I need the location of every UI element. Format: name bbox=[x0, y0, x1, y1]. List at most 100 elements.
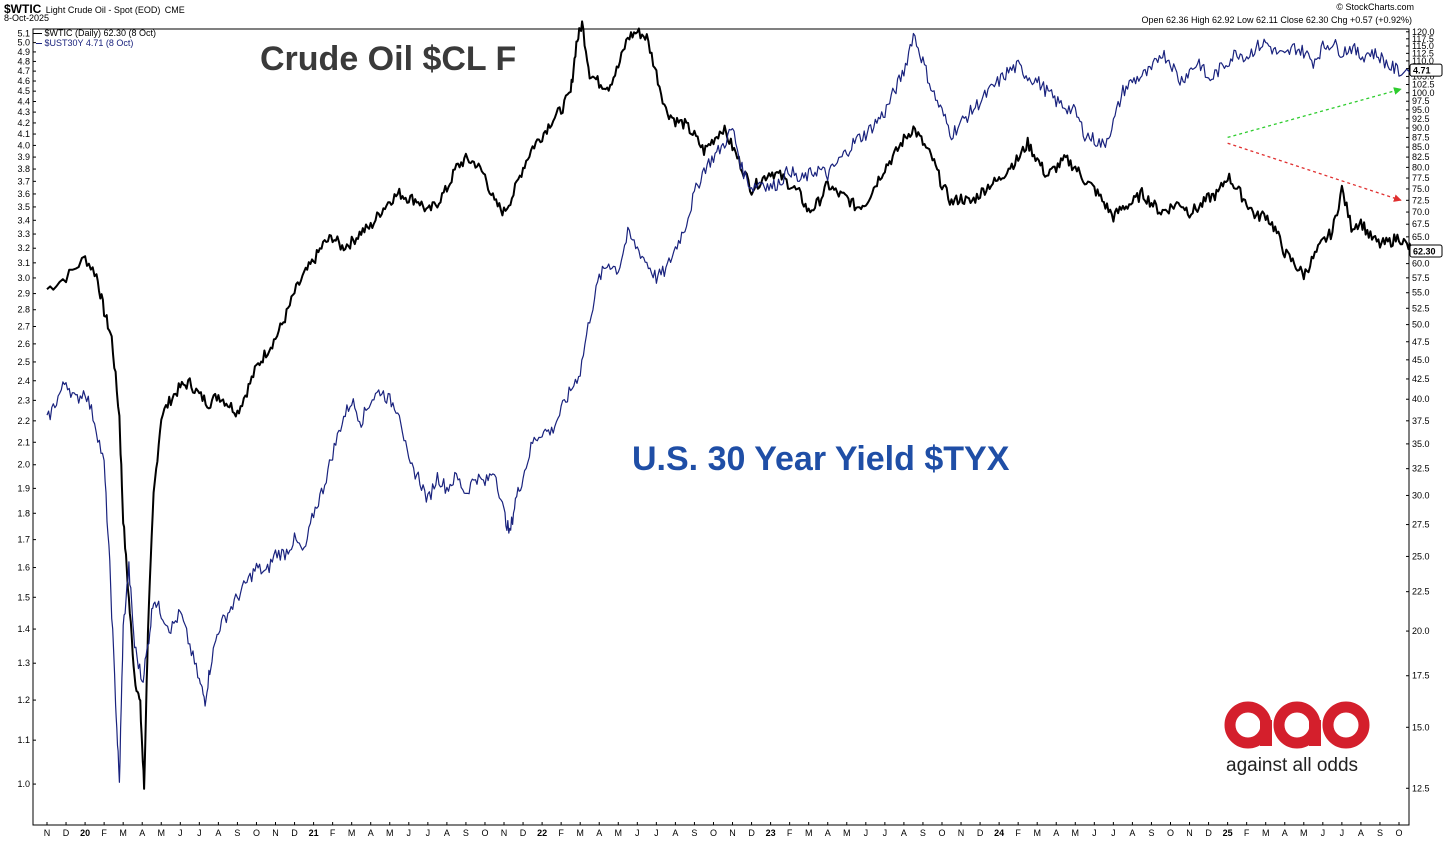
right-tick-label: 35.0 bbox=[1412, 439, 1430, 449]
x-tick-label: J bbox=[1111, 828, 1116, 838]
legend-wtic-swatch bbox=[36, 33, 42, 35]
x-tick-label: A bbox=[825, 828, 831, 838]
x-tick-label: 23 bbox=[766, 828, 776, 838]
annotation-crude: Crude Oil $CL F bbox=[260, 40, 517, 78]
trend-arrows bbox=[1227, 87, 1402, 202]
left-tick-label: 3.4 bbox=[17, 215, 30, 225]
x-tick-label: D bbox=[977, 828, 984, 838]
right-axis: 12.5 15.0 17.5 20.0 22.5 25.0 27.5 30.0 32.5 35.0… bbox=[1406, 27, 1435, 793]
right-tick-label: 115.0 bbox=[1412, 41, 1434, 51]
right-tick-label: 37.5 bbox=[1412, 416, 1430, 426]
x-tick-label: J bbox=[1340, 828, 1345, 838]
series-line-ust30y bbox=[46, 32, 1415, 783]
left-tick-label: 2.1 bbox=[17, 437, 30, 447]
x-tick-label: O bbox=[1167, 828, 1174, 838]
x-tick-label: F bbox=[101, 828, 107, 838]
plot-frame bbox=[32, 28, 1410, 826]
x-tick-label: M bbox=[119, 828, 127, 838]
x-tick-label: A bbox=[596, 828, 602, 838]
right-tick-label: 30.0 bbox=[1412, 490, 1430, 500]
chart-header: $WTIC Light Crude Oil - Spot (EOD) CME bbox=[4, 0, 185, 18]
right-tick-label: 110.0 bbox=[1412, 56, 1434, 66]
last-value-wtic: 62.30 bbox=[1413, 247, 1436, 257]
x-tick-label: A bbox=[215, 828, 221, 838]
symbol: $WTIC bbox=[4, 2, 42, 16]
x-tick-label: S bbox=[1148, 828, 1154, 838]
right-tick-label: 45.0 bbox=[1412, 355, 1430, 365]
last-value-labels: 62.30 4.71 bbox=[1409, 63, 1443, 258]
right-tick-label: 22.5 bbox=[1412, 587, 1430, 597]
x-tick-label: 20 bbox=[80, 828, 90, 838]
symbol-description: Light Crude Oil - Spot (EOD) bbox=[45, 5, 161, 15]
x-tick-label: A bbox=[901, 828, 907, 838]
right-tick-label: 117.5 bbox=[1412, 34, 1434, 44]
left-tick-label: 2.3 bbox=[17, 395, 30, 405]
left-tick-label: 2.4 bbox=[17, 376, 30, 386]
legend-ust: $UST30Y 4.71 (8 Oct) bbox=[36, 38, 133, 48]
right-tick-label: 92.5 bbox=[1412, 114, 1430, 124]
legend-ust-label: $UST30Y 4.71 (8 Oct) bbox=[44, 38, 134, 48]
legend-ust-swatch bbox=[36, 43, 42, 45]
left-tick-label: 1.3 bbox=[17, 658, 30, 668]
left-tick-label: 1.2 bbox=[17, 695, 30, 705]
right-tick-label: 40.0 bbox=[1412, 394, 1430, 404]
right-tick-label: 57.5 bbox=[1412, 273, 1430, 283]
right-tick-label: 90.0 bbox=[1412, 123, 1430, 133]
x-tick-label: N bbox=[958, 828, 965, 838]
right-tick-label: 20.0 bbox=[1412, 626, 1430, 636]
x-tick-label: A bbox=[1129, 828, 1135, 838]
left-tick-label: 3.6 bbox=[17, 189, 30, 199]
x-tick-label: M bbox=[1033, 828, 1041, 838]
x-tick-label: M bbox=[1300, 828, 1308, 838]
left-tick-label: 4.5 bbox=[17, 86, 30, 96]
left-tick-label: 5.0 bbox=[17, 38, 30, 48]
right-tick-label: 112.5 bbox=[1412, 48, 1434, 58]
x-tick-label: J bbox=[426, 828, 431, 838]
right-tick-label: 50.0 bbox=[1412, 320, 1430, 330]
right-tick-label: 32.5 bbox=[1412, 464, 1430, 474]
chart-date: 8-Oct-2025 bbox=[4, 13, 50, 23]
x-tick-label: S bbox=[463, 828, 469, 838]
right-tick-label: 80.0 bbox=[1412, 162, 1430, 172]
x-tick-label: F bbox=[1015, 828, 1021, 838]
x-tick-label: O bbox=[253, 828, 260, 838]
left-tick-label: 4.8 bbox=[17, 56, 30, 66]
annotation-yield: U.S. 30 Year Yield $TYX bbox=[632, 440, 1010, 478]
right-tick-label: 97.5 bbox=[1412, 96, 1430, 106]
x-tick-label: F bbox=[330, 828, 336, 838]
right-tick-label: 42.5 bbox=[1412, 374, 1430, 384]
right-tick-label: 82.5 bbox=[1412, 152, 1430, 162]
left-tick-label: 4.9 bbox=[17, 47, 30, 57]
right-tick-label: 87.5 bbox=[1412, 132, 1430, 142]
x-tick-label: D bbox=[63, 828, 70, 838]
x-tick-label: F bbox=[1244, 828, 1250, 838]
x-tick-label: A bbox=[139, 828, 145, 838]
x-tick-label: N bbox=[729, 828, 736, 838]
exchange: CME bbox=[164, 5, 185, 15]
x-tick-label: M bbox=[615, 828, 623, 838]
x-tick-label: J bbox=[1092, 828, 1097, 838]
x-tick-label: 22 bbox=[537, 828, 547, 838]
legend-wtic-label: $WTIC (Daily) 62.30 (8 Oct) bbox=[44, 28, 157, 38]
x-tick-label: O bbox=[938, 828, 945, 838]
left-tick-label: 2.5 bbox=[17, 357, 30, 367]
right-tick-label: 120.0 bbox=[1412, 27, 1435, 37]
last-value-ust-box bbox=[1409, 63, 1443, 77]
right-tick-label: 27.5 bbox=[1412, 520, 1430, 530]
x-tick-label: O bbox=[710, 828, 717, 838]
right-tick-label: 70.0 bbox=[1412, 207, 1430, 217]
x-tick-label: A bbox=[1358, 828, 1364, 838]
left-tick-label: 2.8 bbox=[17, 305, 30, 315]
right-tick-label: 17.5 bbox=[1412, 671, 1430, 681]
x-tick-label: F bbox=[787, 828, 793, 838]
left-tick-label: 4.0 bbox=[17, 140, 30, 150]
last-value-wtic-box bbox=[1409, 244, 1443, 258]
left-tick-label: 1.9 bbox=[17, 483, 30, 493]
x-tick-label: A bbox=[444, 828, 450, 838]
x-tick-label: D bbox=[520, 828, 527, 838]
x-tick-label: 21 bbox=[309, 828, 319, 838]
x-tick-label: N bbox=[272, 828, 279, 838]
right-tick-label: 102.5 bbox=[1412, 79, 1435, 89]
left-tick-label: 3.8 bbox=[17, 164, 30, 174]
